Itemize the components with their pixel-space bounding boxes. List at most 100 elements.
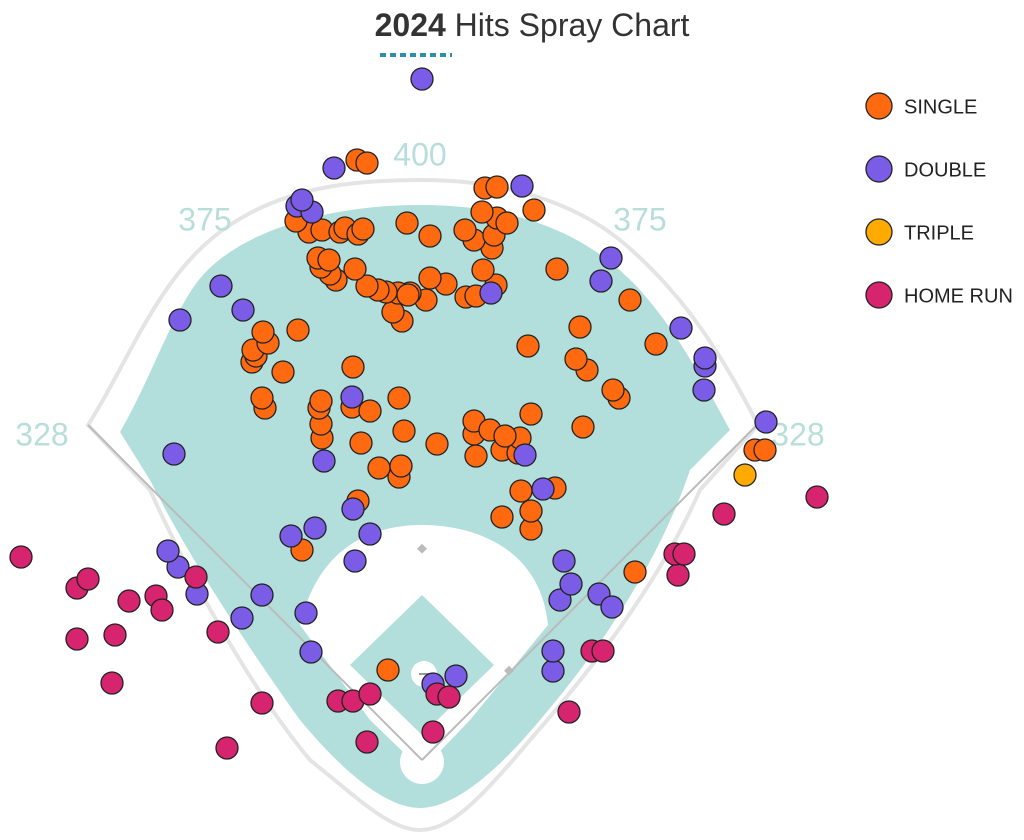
hit-point bbox=[600, 595, 624, 619]
hit-point bbox=[516, 334, 540, 358]
distance-label: 328 bbox=[15, 416, 68, 452]
outer-wall bbox=[85, 177, 761, 833]
hit-point bbox=[206, 620, 230, 644]
hit-point bbox=[358, 399, 382, 423]
hit-point bbox=[464, 444, 488, 468]
hit-point bbox=[548, 588, 572, 612]
hit-point bbox=[589, 269, 613, 293]
hit-point bbox=[552, 549, 576, 573]
hit-point bbox=[644, 332, 668, 356]
hit-point bbox=[343, 549, 367, 573]
hit-point bbox=[495, 211, 519, 235]
hit-point bbox=[396, 283, 420, 307]
hit-point bbox=[519, 402, 543, 426]
hit-point bbox=[100, 671, 124, 695]
hit-point bbox=[299, 640, 323, 664]
legend: SINGLE DOUBLE TRIPLE HOME RUN bbox=[865, 92, 1013, 309]
distance-labels: 328 375 400 375 328 bbox=[15, 136, 824, 452]
hit-point bbox=[571, 415, 595, 439]
hit-point bbox=[103, 623, 127, 647]
hit-point bbox=[340, 385, 364, 409]
hit-point bbox=[250, 691, 274, 715]
distance-label: 328 bbox=[771, 416, 824, 452]
hit-point bbox=[290, 188, 314, 212]
hit-point bbox=[471, 258, 495, 282]
hit-point bbox=[564, 347, 588, 371]
hit-point bbox=[531, 477, 555, 501]
hit-point bbox=[358, 522, 382, 546]
distance-label: 400 bbox=[393, 136, 446, 172]
hit-point bbox=[485, 175, 509, 199]
title-text: Hits Spray Chart bbox=[455, 7, 690, 43]
hit-point bbox=[9, 545, 33, 569]
legend-swatch bbox=[865, 218, 893, 246]
hit-point bbox=[209, 274, 233, 298]
legend-label: TRIPLE bbox=[904, 222, 974, 244]
hit-point bbox=[733, 463, 757, 487]
hit-point bbox=[341, 497, 365, 521]
hit-point bbox=[493, 424, 517, 448]
hit-point bbox=[559, 572, 583, 596]
hit-point bbox=[355, 151, 379, 175]
hit-point bbox=[341, 355, 365, 379]
legend-swatch bbox=[865, 155, 893, 183]
hit-point bbox=[76, 567, 100, 591]
hit-point bbox=[355, 274, 379, 298]
hit-point bbox=[349, 431, 373, 455]
hit-point bbox=[150, 598, 174, 622]
hit-point bbox=[250, 386, 274, 410]
hit-point bbox=[509, 479, 533, 503]
hit-point bbox=[618, 288, 642, 312]
hit-point bbox=[418, 266, 442, 290]
hit-point bbox=[599, 246, 623, 270]
hit-point bbox=[351, 217, 375, 241]
hit-point bbox=[693, 346, 717, 370]
hit-point bbox=[309, 389, 333, 413]
hit-point bbox=[519, 499, 543, 523]
hit-point bbox=[513, 443, 537, 467]
hit-point bbox=[591, 639, 615, 663]
first-base bbox=[504, 665, 514, 676]
legend-swatch bbox=[865, 281, 893, 309]
hit-point bbox=[541, 639, 565, 663]
hit-point bbox=[623, 560, 647, 584]
hit-point bbox=[230, 606, 254, 630]
hit-point bbox=[392, 419, 416, 443]
hit-point bbox=[601, 378, 625, 402]
hit-point bbox=[541, 659, 565, 683]
legend-label: DOUBLE bbox=[904, 159, 986, 181]
chart-title: 2024 Hits Spray Chart bbox=[375, 7, 690, 43]
hit-point bbox=[117, 589, 141, 613]
hit-point bbox=[358, 682, 382, 706]
hit-point bbox=[376, 658, 400, 682]
hit-point bbox=[545, 257, 569, 281]
title-year: 2024 bbox=[375, 7, 446, 43]
hit-point bbox=[444, 664, 468, 688]
hit-point bbox=[156, 539, 180, 563]
hit-point bbox=[231, 298, 255, 322]
hit-point bbox=[510, 174, 534, 198]
hit-point bbox=[754, 410, 778, 434]
hit-point bbox=[672, 542, 696, 566]
legend-label: HOME RUN bbox=[904, 285, 1013, 307]
hit-point bbox=[168, 308, 192, 332]
distance-label: 375 bbox=[178, 201, 231, 237]
hit-point bbox=[479, 281, 503, 305]
hit-point bbox=[453, 218, 477, 242]
hit-point bbox=[389, 454, 413, 478]
hit-point bbox=[303, 516, 327, 540]
hit-point bbox=[490, 505, 514, 529]
hit-point bbox=[251, 320, 275, 344]
home-plate-area bbox=[400, 740, 444, 784]
hit-point bbox=[470, 200, 494, 224]
hit-point bbox=[410, 67, 434, 91]
hit-point bbox=[322, 156, 346, 180]
hit-point bbox=[250, 583, 274, 607]
hit-point bbox=[387, 386, 411, 410]
hit-point bbox=[343, 257, 367, 281]
hit-point bbox=[418, 224, 442, 248]
hit-point bbox=[312, 449, 336, 473]
hit-point bbox=[355, 730, 379, 754]
